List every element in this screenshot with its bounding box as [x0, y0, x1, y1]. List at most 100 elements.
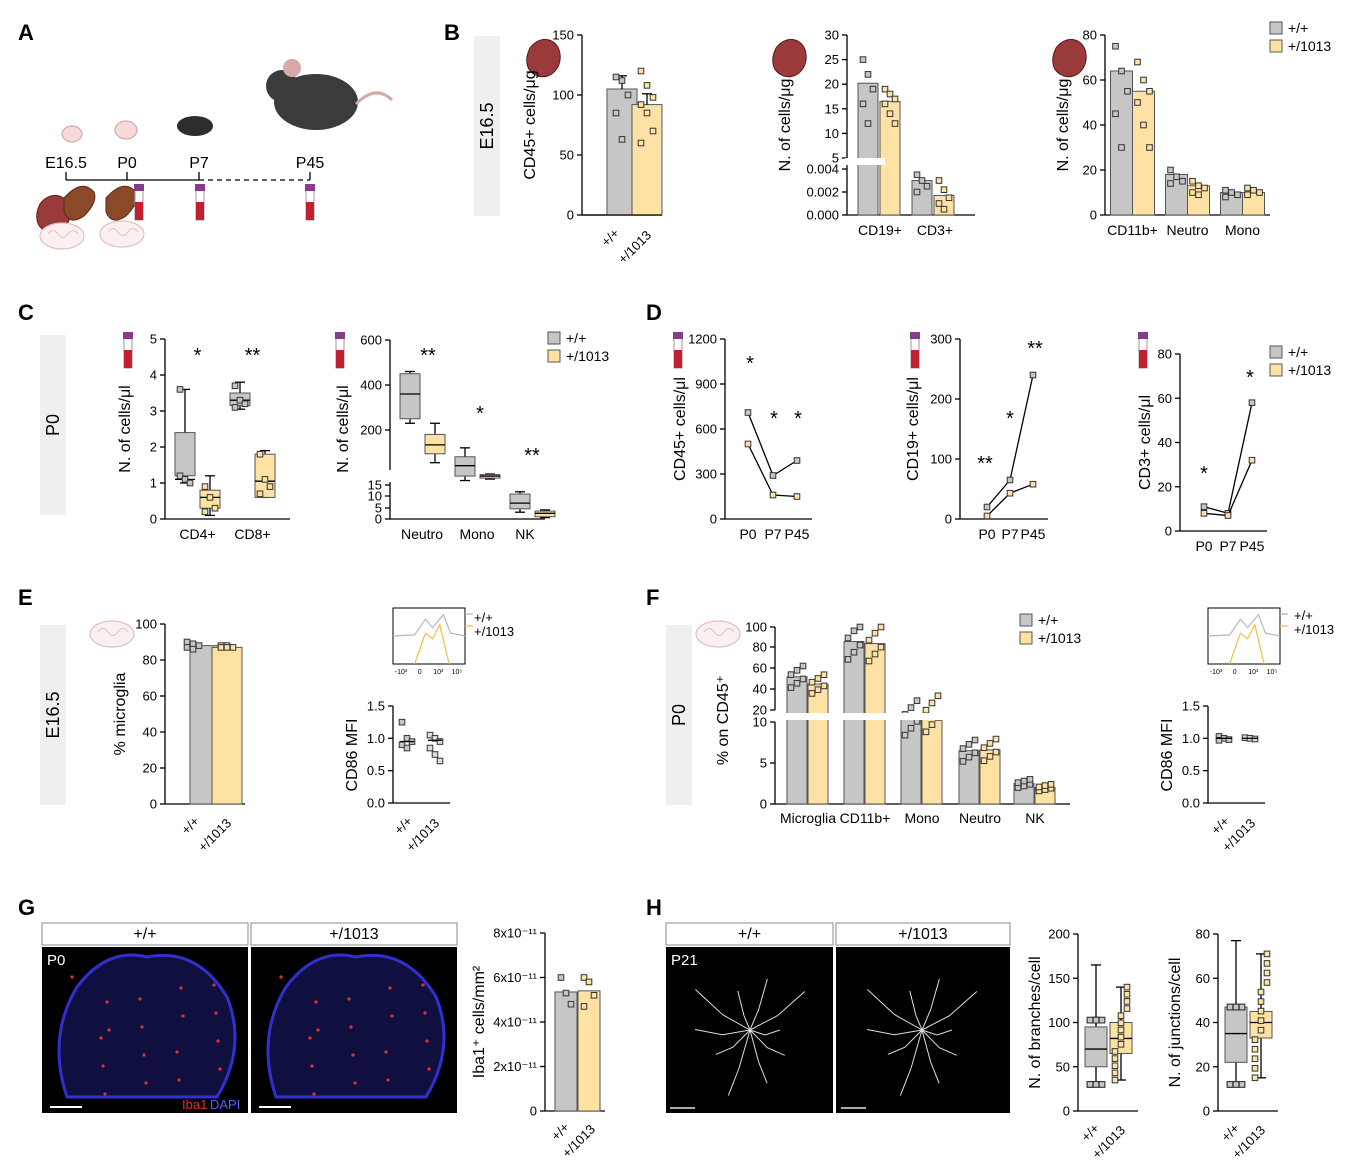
chart-c2-tick-label: 0	[375, 512, 382, 527]
histogram-e-tick-label: -10³	[395, 669, 408, 676]
chart-f1-point	[808, 690, 816, 697]
chart-h1-point	[1123, 1005, 1131, 1012]
panel-letter-H: H	[646, 895, 662, 920]
chart-b2-point	[886, 90, 894, 98]
chart-h2-box	[1224, 1006, 1248, 1063]
chart-b3-tick-label: 20	[1083, 163, 1097, 178]
chart-b3-point	[1134, 99, 1141, 106]
chart-d3-point	[1248, 456, 1256, 464]
chart-h2-point	[1257, 1007, 1265, 1015]
chart-f1-tick-label: 5	[760, 756, 767, 771]
chart-f1-point	[922, 728, 930, 736]
chart-h1-point	[1111, 1055, 1119, 1062]
chart-h2-point	[1263, 960, 1271, 967]
chart-f1-point	[787, 671, 795, 678]
chart-c2-xlabel: NK	[515, 526, 535, 542]
iba1-cell	[421, 983, 425, 987]
chart-g1-point	[585, 978, 593, 986]
chart-c1-point	[261, 476, 269, 483]
chart-f1-point	[922, 706, 930, 714]
iba1-cell	[175, 1050, 179, 1054]
chart-d3-ylabel: CD3+ cells/μl	[1137, 395, 1154, 490]
chart-f1-point	[959, 758, 967, 765]
tube-cap	[305, 184, 315, 191]
chart-h2-point	[1257, 1026, 1265, 1034]
blood-fill	[336, 350, 344, 368]
chart-f1-tick-label: 20	[753, 703, 767, 718]
chart-f1-point	[1035, 783, 1043, 791]
chart-f2-tick-label: 0.0	[1182, 796, 1200, 811]
chart-c2-xlabel: Neutro	[401, 526, 443, 542]
band-e-band-label: E16.5	[43, 691, 63, 738]
timeline-stage-label: P0	[117, 155, 137, 172]
iba1-cell	[351, 1053, 355, 1057]
chart-d1-ylabel: CD45+ cells/μl	[672, 377, 689, 481]
chart-g1-tick-label: 4x10⁻¹¹	[493, 1015, 537, 1030]
chart-e1-point	[183, 638, 191, 646]
histogram-f-tick-label: 10³	[1248, 669, 1259, 676]
chart-c2-star: **	[524, 445, 540, 467]
chart-b1-tick-label: 100	[552, 88, 574, 103]
histogram-f-legend-mut: +/1013	[1294, 622, 1334, 637]
iba1-cell	[177, 1078, 181, 1082]
chart-b1-point	[624, 91, 632, 99]
iba1-cell	[425, 1039, 429, 1043]
chart-c1-star: *	[194, 345, 202, 367]
chart-b2-xlabel: CD3+	[917, 222, 953, 238]
chart-b2-point	[859, 56, 867, 63]
chart-h2-point	[1251, 1074, 1259, 1082]
legend-swatch-wt	[1019, 613, 1033, 627]
chart-e1-tick-label: 20	[143, 761, 157, 776]
chart-d2-xlabel: P45	[1021, 526, 1046, 542]
histogram-f-wt-curve	[1207, 613, 1281, 637]
chart-h2-tick-label: 60	[1196, 971, 1210, 986]
chart-d3-xlabel: P7	[1219, 538, 1236, 554]
chart-f1-point	[1026, 776, 1034, 783]
chart-f1-point	[865, 657, 873, 665]
chart-d3-tick-label: 40	[1158, 435, 1172, 450]
chart-c1-xlabel: CD8+	[234, 526, 270, 542]
chart-d1-point	[793, 457, 801, 464]
chart-d1-point	[744, 440, 752, 448]
chart-h2-tick-label: 20	[1196, 1059, 1210, 1074]
chart-h2-point	[1263, 979, 1271, 986]
chart-h2-point	[1232, 1003, 1240, 1011]
chart-b1-ylabel: CD45+ cells/μg	[522, 70, 539, 179]
histogram-f-tick-label: 0	[1233, 669, 1237, 676]
chart-f2-point	[1225, 736, 1233, 743]
chart-f1-point	[986, 753, 994, 760]
chart-d1-point	[769, 491, 777, 499]
panel-letter-C: C	[18, 300, 34, 325]
microglia-branch	[866, 1029, 923, 1036]
chart-c2-ylabel: N. of cells/μl	[335, 385, 352, 472]
chart-b3-point	[1140, 76, 1147, 84]
chart-h2-point	[1263, 950, 1271, 958]
chart-h2-point	[1257, 1017, 1265, 1024]
chart-f2-tick-label: 1.0	[1182, 731, 1200, 746]
chart-g1-point	[580, 974, 588, 981]
chart-d1-tick-label: 300	[695, 467, 717, 482]
chart-h1-point	[1098, 1016, 1106, 1024]
legend-label-mut: +/1013	[1288, 38, 1331, 54]
chart-f1-point	[850, 648, 858, 656]
chart-f1-point	[992, 735, 1000, 743]
chart-b3-tick-label: 0	[1090, 208, 1097, 223]
chart-c2-star: *	[476, 403, 484, 425]
panel-letter-B: B	[444, 20, 460, 45]
chart-f1-point	[877, 643, 885, 651]
chart-g1-bar	[554, 991, 578, 1112]
chart-e1-bar	[211, 646, 243, 805]
chart-h2-point	[1238, 1081, 1246, 1088]
chart-b3-tick-label: 60	[1083, 73, 1097, 88]
microglia-branch	[921, 1029, 953, 1036]
chart-f1-point	[1014, 779, 1022, 786]
chart-c1-tick-label: 4	[150, 368, 157, 383]
chart-b1-point	[649, 127, 657, 135]
chart-b3-point	[1146, 87, 1153, 95]
chart-c1-point	[256, 490, 264, 498]
chart-g1-ylabel: Iba1⁺ cells/mm²	[471, 965, 488, 1078]
iba1-cell	[144, 1081, 148, 1085]
chart-f2-ylabel: CD86 MFI	[1159, 719, 1176, 792]
chart-d3-series-line	[1203, 459, 1253, 517]
chart-f1-point	[971, 736, 979, 744]
